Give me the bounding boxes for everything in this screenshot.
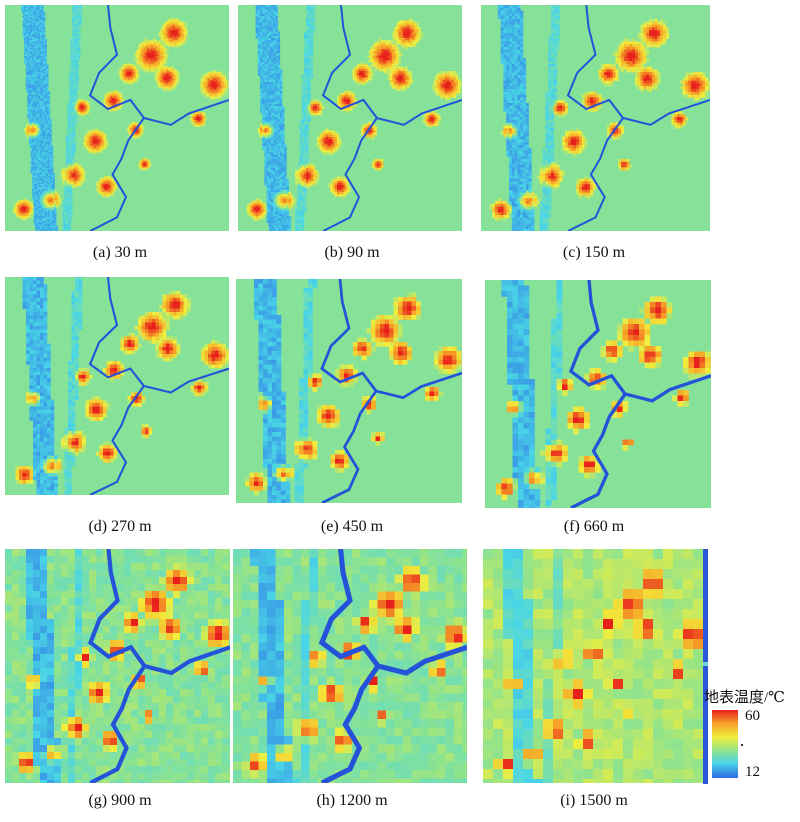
river-line (570, 393, 627, 508)
caption-e: (e) 450 m (320, 518, 384, 535)
lst-raster (483, 549, 703, 783)
legend-max-label: 60 (745, 708, 760, 724)
lst-map-g (5, 549, 230, 783)
lst-map-e (236, 279, 462, 503)
lst-map-i (483, 549, 703, 783)
river-line (568, 280, 711, 403)
river-line (321, 5, 462, 126)
lst-map-d (5, 277, 229, 495)
river-line (88, 277, 229, 394)
lst-raster (238, 5, 462, 231)
lst-raster (5, 5, 229, 231)
lst-map-c (481, 5, 710, 231)
caption-h: (h) 1200 m (316, 792, 388, 809)
legend-min-label: 12 (745, 764, 760, 780)
lst-raster (481, 5, 710, 231)
river-line (318, 549, 467, 676)
lst-map-h (233, 549, 467, 783)
caption-f: (f) 660 m (563, 518, 625, 535)
map-i-edge-strip (703, 549, 708, 784)
lst-raster (485, 280, 711, 508)
river-line (88, 5, 229, 126)
lst-map-a (5, 5, 229, 231)
caption-g: (g) 900 m (88, 792, 152, 809)
lst-raster (233, 549, 467, 783)
caption-c: (c) 150 m (562, 244, 626, 261)
river-line (320, 664, 381, 783)
caption-b: (b) 90 m (324, 244, 380, 261)
river-line (322, 117, 378, 231)
river-line (321, 390, 378, 503)
river-line (567, 117, 624, 231)
legend-mid-tick (741, 744, 743, 746)
legend-title: 地表温度/℃ (704, 690, 785, 706)
caption-i: (i) 1500 m (560, 792, 628, 809)
map-i-edge-gap (703, 662, 708, 666)
lst-map-f (485, 280, 711, 508)
river-line (320, 279, 462, 400)
lst-raster (5, 549, 230, 783)
lst-raster (236, 279, 462, 503)
lst-map-b (238, 5, 462, 231)
river-line (89, 664, 147, 783)
caption-a: (a) 30 m (92, 244, 148, 261)
river-line (566, 5, 710, 126)
caption-d: (d) 270 m (88, 518, 152, 535)
lst-raster (5, 277, 229, 495)
legend-colorbar (712, 710, 738, 778)
river-line (89, 117, 145, 231)
river-line (89, 385, 145, 495)
river-line (87, 549, 230, 676)
